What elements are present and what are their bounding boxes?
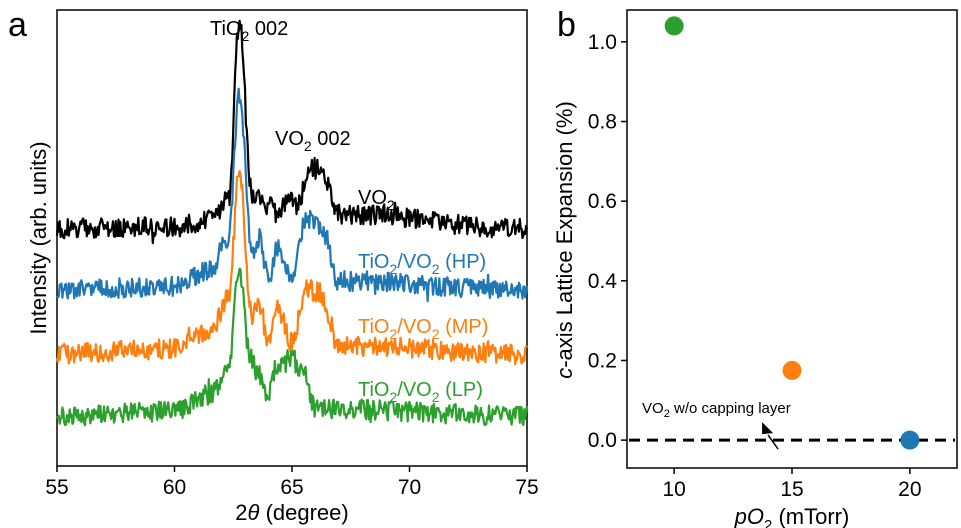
chart-b-y-tick-label: 1.0	[588, 31, 617, 54]
chart-a-x-tick-label: 75	[515, 476, 538, 499]
chart-a-y-axis-label: Intensity (arb. units)	[26, 141, 51, 334]
chart-b: 10 15 20 0.0 0.2 0.4 0.6 0.8 1.0 VO2 w/o cappin…	[552, 9, 958, 528]
chart-a-series-label: TiO2/VO2 (HP)	[358, 251, 486, 277]
chart-b-y-axis-label: c-axis Lattice Expansion (%)	[552, 101, 577, 379]
chart-b-y-tick-label: 0.2	[588, 349, 617, 372]
chart-a-series-label: VO2	[358, 187, 395, 213]
chart-a-x-tick-label: 55	[45, 476, 68, 499]
chart-a-x-tick-label: 70	[398, 476, 421, 499]
chart-a-series-label: TiO2/VO2 (LP)	[358, 379, 483, 405]
annotation-arrow-head	[762, 422, 774, 435]
chart-a-x-tick-label: 65	[280, 476, 303, 499]
chart-a-x-tick-label: 60	[163, 476, 186, 499]
chart-a-series-label: TiO2/VO2 (MP)	[358, 316, 488, 342]
chart-a-series-line	[55, 170, 528, 366]
chart-a-series-line	[55, 19, 529, 245]
chart-a-x-ticks: 55 60 65 70 75	[45, 466, 539, 499]
chart-b-y-ticks: 0.0 0.2 0.4 0.6 0.8 1.0	[588, 31, 627, 452]
chart-a-series-line	[55, 267, 529, 427]
chart-b-data-point	[782, 360, 802, 380]
chart-b-x-tick-label: 15	[780, 478, 803, 501]
chart-a: 55 60 65 70 75 VO2 TiO2/VO2 (HP) TiO2/VO2 (MP)…	[26, 9, 539, 525]
chart-a-series-group	[55, 19, 529, 427]
chart-b-y-tick-label: 0.6	[588, 190, 617, 213]
chart-b-x-tick-label: 20	[898, 478, 921, 501]
chart-a-x-axis-label: 2θ (degree)	[235, 500, 348, 525]
chart-b-y-tick-label: 0.4	[588, 270, 618, 293]
chart-b-x-tick-label: 10	[662, 478, 685, 501]
chart-b-x-axis-label: pO2 (mTorr)	[734, 504, 850, 528]
peak-label-tio2: TiO2 002	[210, 18, 288, 44]
chart-b-points	[664, 16, 920, 450]
chart-b-y-tick-label: 0.8	[588, 111, 617, 134]
peak-label-vo2: VO2 002	[275, 128, 351, 154]
chart-a-series-labels: VO2 TiO2/VO2 (HP) TiO2/VO2 (MP) TiO2/VO2 (L…	[358, 187, 488, 405]
chart-a-series-line	[56, 87, 529, 303]
chart-b-data-point	[664, 16, 684, 36]
reference-annotation: VO2 w/o capping layer	[642, 400, 791, 450]
annotation-arrow-shaft	[767, 434, 779, 450]
chart-b-data-point	[900, 430, 920, 450]
panel-a-label: a	[8, 6, 27, 44]
panel-b-label: b	[557, 6, 576, 44]
reference-annotation-text: VO2 w/o capping layer	[642, 400, 791, 420]
chart-b-y-tick-label: 0.0	[588, 429, 617, 452]
chart-b-x-ticks: 10 15 20	[662, 468, 922, 501]
